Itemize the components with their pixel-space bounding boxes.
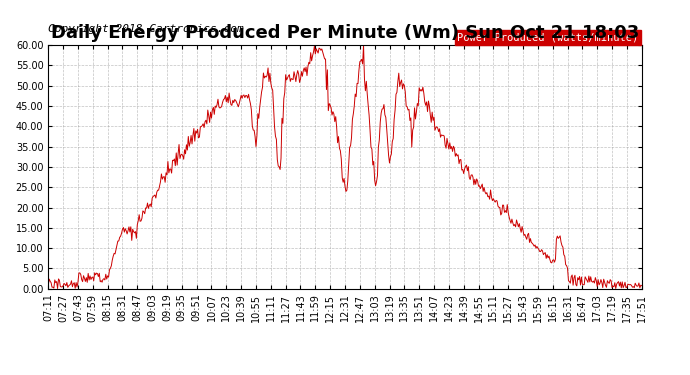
Title: Daily Energy Produced Per Minute (Wm) Sun Oct 21 18:03: Daily Energy Produced Per Minute (Wm) Su… [51, 24, 639, 42]
Text: Copyright 2018 Cartronics.com: Copyright 2018 Cartronics.com [48, 24, 244, 34]
Text: Power Produced (watts/minute): Power Produced (watts/minute) [457, 33, 639, 43]
